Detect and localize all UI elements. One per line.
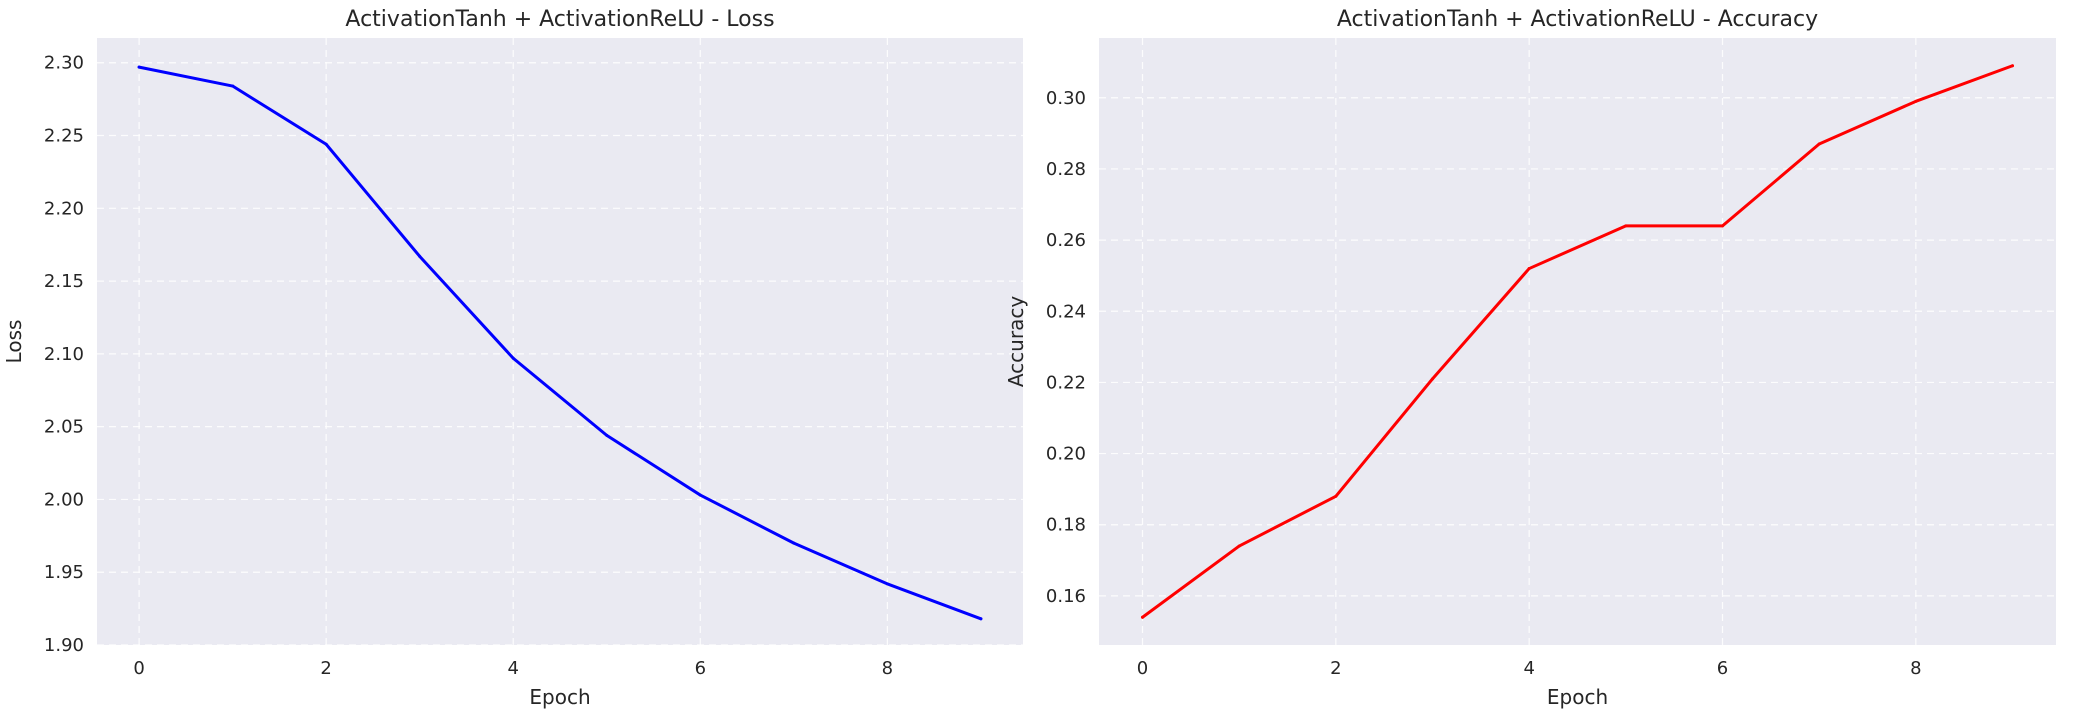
data-point [1334,494,1338,498]
data-point [1721,224,1724,228]
y-tick-label: 2.00 [44,489,84,510]
chart-1: 0 2 4 6 8 1.90 1.95 2.00 2.05 2.10 2.15 2.20 2.25 2.3… [2,7,1023,709]
data-point [792,541,796,545]
x-tick-label: 8 [882,658,893,679]
data-point [1624,224,1628,228]
y-tick-label: 0.18 [1046,515,1086,536]
chart-title: ActivationTanh + ActivationReLU - Loss [345,7,774,32]
x-tick-label: 6 [695,658,706,679]
data-point [885,582,889,586]
y-tick-label: 2.15 [44,271,84,292]
data-point [605,433,609,437]
data-point [2011,64,2014,68]
y-tick-label: 0.30 [1046,88,1086,109]
data-point [1914,99,1918,103]
y-tick-label: 2.10 [44,344,84,365]
data-point [231,84,235,88]
y-tick-label: 0.28 [1046,159,1086,180]
data-point [698,493,702,497]
data-point [418,254,422,258]
x-tick-label: 8 [1910,658,1921,679]
y-tick-label: 2.25 [44,126,84,147]
y-tick-label: 0.22 [1046,372,1086,393]
x-tick-label: 2 [320,658,331,679]
chart-title: ActivationTanh + ActivationReLU - Accura… [1337,7,1818,32]
x-tick-label: 0 [1137,658,1148,679]
y-tick-label: 0.16 [1046,586,1086,607]
data-point [1141,615,1144,619]
data-point [1431,377,1434,381]
y-axis-label: Loss [2,320,26,364]
y-tick-label: 2.05 [44,417,84,438]
y-tick-label: 2.20 [44,198,84,219]
x-tick-label: 0 [133,658,144,679]
x-axis-label: Epoch [529,685,590,709]
x-axis-label: Epoch [1547,685,1608,709]
y-axis-label: Accuracy [1004,296,1028,387]
y-tick-label: 1.95 [44,562,84,583]
data-point [1527,267,1531,271]
y-tick-label: 2.30 [44,53,84,74]
y-tick-label: 0.24 [1046,301,1086,322]
y-tick-label: 0.26 [1046,230,1086,251]
data-point [511,356,515,360]
plot-area [1099,38,2056,645]
x-tick-label: 4 [508,658,519,679]
data-point [979,617,983,621]
x-tick-label: 4 [1523,658,1534,679]
data-point [1237,544,1241,548]
data-point [324,142,328,146]
data-point [1817,142,1821,146]
series-line [137,65,983,621]
data-point [137,65,141,69]
plot-area [97,38,1023,645]
x-tick-label: 2 [1330,658,1341,679]
y-tick-label: 1.90 [44,635,84,656]
series-line [1141,64,2014,619]
chart-2: 0 2 4 6 8 0.16 0.18 0.20 0.22 0.24 0.26 0.28 0.30 Act… [1004,7,2056,709]
x-tick-label: 6 [1717,658,1728,679]
y-tick-label: 0.20 [1046,444,1086,465]
